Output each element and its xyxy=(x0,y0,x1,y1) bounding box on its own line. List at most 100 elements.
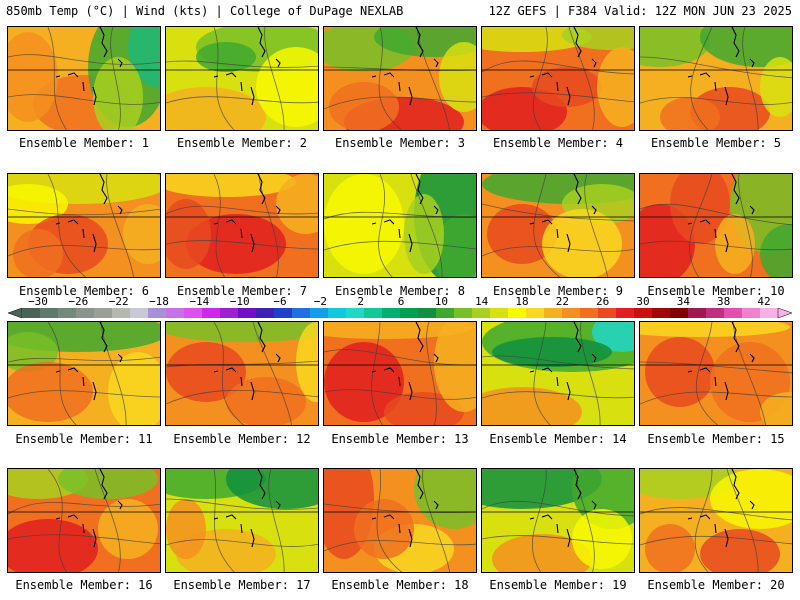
ensemble-member-map xyxy=(481,468,635,573)
colorbar-swatch xyxy=(220,308,239,318)
colorbar-tick-label: 18 xyxy=(515,295,529,308)
ensemble-member-label: Ensemble Member: 12 xyxy=(173,432,311,446)
colorbar-swatch xyxy=(526,308,545,318)
colorbar-swatch xyxy=(346,308,365,318)
colorbar-tick-label: −18 xyxy=(149,295,169,308)
temperature-field xyxy=(8,469,160,572)
ensemble-member-label: Ensemble Member: 9 xyxy=(492,284,624,298)
colorbar-swatch xyxy=(652,308,671,318)
colorbar-swatch xyxy=(508,308,527,318)
colorbar-swatch xyxy=(166,308,185,318)
colorbar-swatch xyxy=(598,308,617,318)
colorbar-tick-labels: −30 −26 −22 −18 −14 −10 −6 −2 2 6 10 14 18 22 26 30 34 38… xyxy=(8,296,792,308)
colorbar-swatch xyxy=(22,308,41,318)
ensemble-member-map xyxy=(323,26,477,131)
ensemble-member-label: Ensemble Member: 16 xyxy=(15,578,153,592)
colorbar-tick-label: −6 xyxy=(273,295,287,308)
colorbar-swatch xyxy=(58,308,77,318)
ensemble-member-map xyxy=(165,173,319,278)
colorbar-swatch xyxy=(418,308,437,318)
ensemble-member-map xyxy=(323,468,477,573)
colorbar-swatch xyxy=(112,308,131,318)
colorbar-swatch xyxy=(184,308,203,318)
colorbar-swatch xyxy=(148,308,167,318)
colorbar-swatch xyxy=(724,308,743,318)
temperature-field xyxy=(324,469,476,572)
chart-title: 850mb Temp (°C) | Wind (kts) | College o… xyxy=(6,4,404,18)
ensemble-member-map xyxy=(639,321,793,426)
temperature-field xyxy=(640,174,792,277)
colorbar-tick-label: 34 xyxy=(676,295,690,308)
temperature-field xyxy=(166,322,318,425)
ensemble-member-label: Ensemble Member: 1 xyxy=(18,136,150,150)
colorbar-swatch xyxy=(490,308,509,318)
ensemble-member-map xyxy=(481,173,635,278)
run-valid-time: 12Z GEFS | F384 Valid: 12Z MON JUN 23 20… xyxy=(488,4,792,18)
colorbar-tick-label: −30 xyxy=(28,295,48,308)
colorbar-swatch xyxy=(580,308,599,318)
ensemble-member-label: Ensemble Member: 7 xyxy=(176,284,308,298)
colorbar-swatch xyxy=(562,308,581,318)
colorbar-tick-label: 38 xyxy=(717,295,731,308)
ensemble-member-label: Ensemble Member: 20 xyxy=(647,578,785,592)
ensemble-member-label: Ensemble Member: 14 xyxy=(489,432,627,446)
colorbar-swatches xyxy=(8,308,792,318)
temperature-colorbar: −30 −26 −22 −18 −14 −10 −6 −2 2 6 10 14 18 22 26 30 34 38… xyxy=(8,296,792,320)
colorbar-swatch xyxy=(742,308,761,318)
colorbar-swatch xyxy=(436,308,455,318)
colorbar-swatch xyxy=(256,308,275,318)
ensemble-member-map xyxy=(639,26,793,131)
colorbar-min-arrow xyxy=(8,308,23,318)
temperature-field xyxy=(640,322,792,425)
ensemble-member-label: Ensemble Member: 6 xyxy=(18,284,150,298)
colorbar-swatch xyxy=(40,308,59,318)
colorbar-tick-label: 42 xyxy=(757,295,771,308)
colorbar-swatch xyxy=(202,308,221,318)
temperature-field xyxy=(482,174,634,277)
temperature-field xyxy=(8,174,160,277)
colorbar-tick-label: −14 xyxy=(189,295,210,308)
temperature-field xyxy=(324,322,476,425)
colorbar-swatch xyxy=(544,308,563,318)
ensemble-member-map xyxy=(165,468,319,573)
colorbar-tick-label: −22 xyxy=(108,295,129,308)
ensemble-member-map xyxy=(639,468,793,573)
ensemble-member-label: Ensemble Member: 2 xyxy=(176,136,308,150)
temperature-field xyxy=(8,322,160,425)
ensemble-member-label: Ensemble Member: 8 xyxy=(334,284,466,298)
colorbar-tick-label: 22 xyxy=(555,295,569,308)
temperature-field xyxy=(166,27,318,130)
colorbar-swatch xyxy=(76,308,95,318)
colorbar-tick-label: 10 xyxy=(434,295,448,308)
ensemble-member-label: Ensemble Member: 11 xyxy=(15,432,153,446)
colorbar-swatch xyxy=(94,308,113,318)
temperature-field xyxy=(640,27,792,130)
colorbar-swatch xyxy=(472,308,491,318)
colorbar-swatch xyxy=(364,308,383,318)
temperature-field xyxy=(166,174,318,277)
temperature-field xyxy=(8,27,160,130)
ensemble-member-label: Ensemble Member: 5 xyxy=(650,136,782,150)
ensemble-member-map xyxy=(7,321,161,426)
colorbar-swatch xyxy=(706,308,725,318)
colorbar-tick-label: 26 xyxy=(596,295,610,308)
ensemble-member-map xyxy=(165,26,319,131)
colorbar-swatch xyxy=(634,308,653,318)
temperature-field xyxy=(640,469,792,572)
temperature-field xyxy=(166,469,318,572)
ensemble-member-label: Ensemble Member: 13 xyxy=(331,432,469,446)
ensemble-member-label: Ensemble Member: 17 xyxy=(173,578,311,592)
ensemble-member-map xyxy=(323,173,477,278)
colorbar-swatch xyxy=(670,308,689,318)
ensemble-member-label: Ensemble Member: 4 xyxy=(492,136,624,150)
ensemble-member-map xyxy=(165,321,319,426)
temperature-field xyxy=(482,322,634,425)
ensemble-member-map xyxy=(7,173,161,278)
colorbar-max-arrow xyxy=(777,308,792,318)
ensemble-member-label: Ensemble Member: 3 xyxy=(334,136,466,150)
colorbar-tick-label: −10 xyxy=(229,295,250,308)
colorbar-swatch xyxy=(292,308,311,318)
ensemble-member-map xyxy=(7,468,161,573)
ensemble-member-map xyxy=(7,26,161,131)
colorbar-swatch xyxy=(688,308,707,318)
